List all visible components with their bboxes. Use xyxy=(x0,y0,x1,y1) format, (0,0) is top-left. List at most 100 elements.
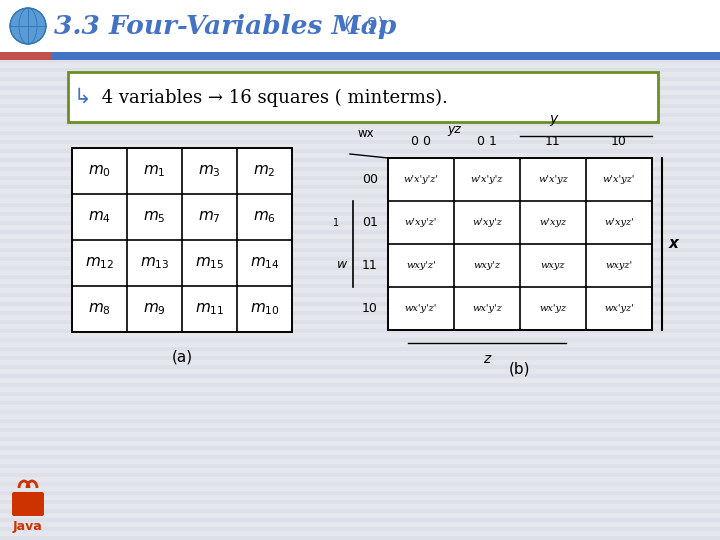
Bar xyxy=(0,243,720,247)
Text: wxyz: wxyz xyxy=(541,261,565,270)
Bar xyxy=(0,216,720,220)
Bar xyxy=(0,54,720,58)
Text: (a): (a) xyxy=(171,350,192,365)
Text: w'x'y'z': w'x'y'z' xyxy=(403,175,438,184)
Bar xyxy=(0,99,720,104)
Bar xyxy=(0,27,720,31)
Bar xyxy=(0,18,720,23)
Text: wxy'z: wxy'z xyxy=(474,261,500,270)
Text: 01: 01 xyxy=(362,216,378,229)
Text: $m_{12}$: $m_{12}$ xyxy=(85,255,114,271)
Bar xyxy=(0,423,720,428)
Bar xyxy=(0,342,720,347)
Text: w'x'y'z: w'x'y'z xyxy=(471,175,503,184)
Text: w'xy'z': w'xy'z' xyxy=(405,218,437,227)
Text: wx'y'z': wx'y'z' xyxy=(405,304,437,313)
Text: $m_{5}$: $m_{5}$ xyxy=(143,209,166,225)
Text: $m_{7}$: $m_{7}$ xyxy=(198,209,221,225)
Text: $m_{3}$: $m_{3}$ xyxy=(198,163,221,179)
Text: wx'y'z: wx'y'z xyxy=(472,304,502,313)
Bar xyxy=(0,477,720,482)
Text: 1: 1 xyxy=(333,218,339,227)
Bar xyxy=(0,360,720,364)
Bar xyxy=(0,117,720,122)
Bar xyxy=(0,108,720,112)
Bar xyxy=(0,279,720,284)
Bar xyxy=(0,324,720,328)
Bar xyxy=(0,441,720,445)
Bar xyxy=(0,189,720,193)
Text: (1-9): (1-9) xyxy=(339,16,384,34)
Bar xyxy=(388,158,652,330)
Text: w'xy'z: w'xy'z xyxy=(472,218,502,227)
Text: $m_{10}$: $m_{10}$ xyxy=(250,301,279,317)
Bar xyxy=(0,72,720,77)
Text: w'xyz: w'xyz xyxy=(539,218,567,227)
Text: 10: 10 xyxy=(611,135,627,148)
Bar xyxy=(0,333,720,338)
Bar xyxy=(0,288,720,293)
Text: $m_{9}$: $m_{9}$ xyxy=(143,301,166,317)
Text: w'xyz': w'xyz' xyxy=(604,218,634,227)
Text: wxyz': wxyz' xyxy=(606,261,633,270)
Bar xyxy=(0,405,720,409)
Bar xyxy=(0,351,720,355)
Text: $m_{14}$: $m_{14}$ xyxy=(250,255,279,271)
Text: $m_{1}$: $m_{1}$ xyxy=(143,163,166,179)
Bar xyxy=(0,52,52,60)
Bar xyxy=(0,378,720,382)
Text: (b): (b) xyxy=(509,362,531,377)
Bar xyxy=(0,45,720,50)
Bar xyxy=(0,504,720,509)
Bar xyxy=(0,171,720,176)
Bar xyxy=(0,531,720,536)
Bar xyxy=(0,36,720,40)
Bar xyxy=(0,9,720,14)
Text: $m_{4}$: $m_{4}$ xyxy=(88,209,111,225)
Bar xyxy=(0,396,720,401)
Text: $m_{0}$: $m_{0}$ xyxy=(88,163,111,179)
Bar xyxy=(0,90,720,94)
Text: $m_{13}$: $m_{13}$ xyxy=(140,255,169,271)
Bar xyxy=(0,0,720,4)
Text: y: y xyxy=(549,112,557,126)
Bar xyxy=(0,261,720,266)
Text: 11: 11 xyxy=(362,259,378,272)
Text: 0 0: 0 0 xyxy=(411,135,431,148)
Text: wx'yz: wx'yz xyxy=(539,304,567,313)
Bar xyxy=(0,450,720,455)
Text: 0 1: 0 1 xyxy=(477,135,497,148)
Bar xyxy=(0,297,720,301)
Text: ↳: ↳ xyxy=(73,87,91,107)
Bar xyxy=(0,252,720,256)
Text: 10: 10 xyxy=(362,302,378,315)
Text: w'x'yz: w'x'yz xyxy=(538,175,568,184)
Bar xyxy=(0,0,720,52)
Bar xyxy=(0,135,720,139)
Bar xyxy=(0,468,720,472)
Bar xyxy=(0,153,720,158)
Bar xyxy=(0,414,720,418)
Bar xyxy=(0,144,720,148)
Text: yz: yz xyxy=(447,123,461,136)
Bar xyxy=(0,495,720,500)
Text: $m_{2}$: $m_{2}$ xyxy=(253,163,276,179)
Text: wx'yz': wx'yz' xyxy=(604,304,634,313)
Bar xyxy=(0,207,720,212)
Text: w'x'yz': w'x'yz' xyxy=(603,175,635,184)
Bar xyxy=(0,513,720,517)
Bar xyxy=(68,72,658,122)
Bar xyxy=(0,126,720,131)
Circle shape xyxy=(10,8,46,44)
Bar xyxy=(0,315,720,320)
Bar xyxy=(0,369,720,374)
Text: 4 variables → 16 squares ( minterms).: 4 variables → 16 squares ( minterms). xyxy=(96,89,448,107)
Text: z: z xyxy=(483,352,490,366)
Text: 3.3 Four-Variables Map: 3.3 Four-Variables Map xyxy=(54,14,397,39)
Text: x: x xyxy=(669,237,679,252)
Bar xyxy=(0,81,720,85)
Text: $m_{8}$: $m_{8}$ xyxy=(88,301,111,317)
Text: wxy'z': wxy'z' xyxy=(406,261,436,270)
Text: $m_{15}$: $m_{15}$ xyxy=(195,255,224,271)
Bar xyxy=(0,63,720,68)
